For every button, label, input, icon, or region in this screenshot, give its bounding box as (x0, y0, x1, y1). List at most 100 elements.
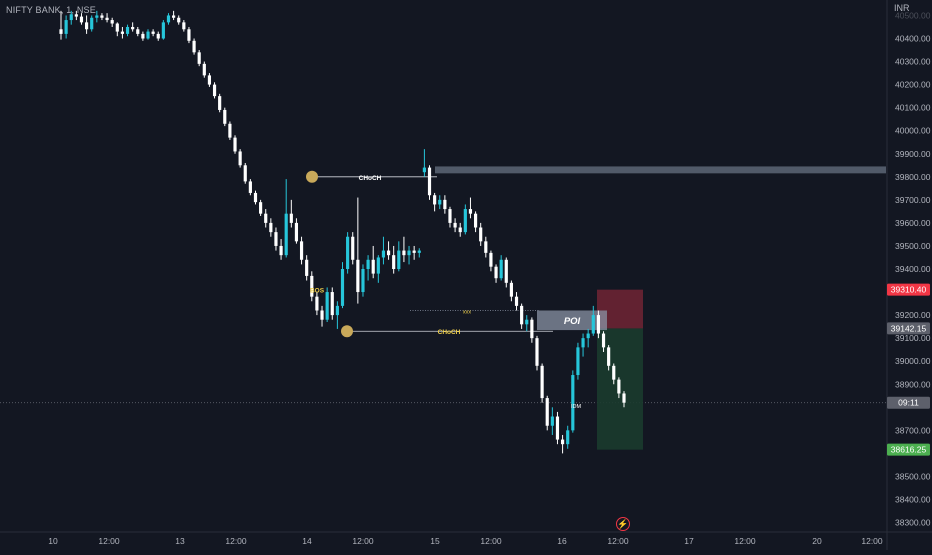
entry-price-tag (887, 322, 930, 335)
candle-body (463, 209, 467, 233)
candle-body (520, 305, 524, 325)
symbol-label[interactable]: NIFTY BANK, 1, NSE (6, 5, 96, 15)
x-tick-label: 12:00 (861, 536, 883, 546)
y-tick-label: 38500.00 (895, 471, 931, 481)
candle-body (412, 250, 416, 253)
candle-body (284, 213, 288, 256)
stop-loss-price-tag (887, 283, 930, 296)
candle-body (294, 222, 299, 242)
candle-body (407, 250, 411, 256)
x-tick-label: 12:00 (480, 536, 502, 546)
candle-body (218, 96, 222, 110)
candle-body (125, 26, 130, 34)
x-tick-label: 12:00 (225, 536, 247, 546)
candle-body (566, 430, 570, 445)
x-tick-label: 16 (557, 536, 567, 546)
candle-body (581, 338, 585, 348)
candle-body (535, 338, 539, 366)
candle-body (131, 26, 135, 30)
candle-body (305, 259, 309, 276)
candle-body (325, 292, 329, 320)
candle-body (422, 167, 426, 173)
supply-zone (435, 166, 886, 174)
candle-body (540, 365, 544, 399)
candle-body (182, 22, 186, 30)
pivot-marker-high (306, 170, 318, 183)
x-tick-label: 17 (684, 536, 694, 546)
candle-body (530, 319, 534, 339)
y-tick-label: 39900.00 (895, 149, 931, 159)
candle-body (596, 315, 600, 334)
xxx-label: xxx (463, 309, 472, 315)
candle-body (340, 269, 345, 306)
candle-body (453, 222, 457, 228)
candle-body (468, 209, 473, 214)
candle-body (315, 296, 319, 311)
candle-body (187, 29, 191, 41)
candle-body (253, 192, 258, 203)
candle-body (545, 398, 549, 426)
candle-body (494, 266, 498, 279)
candle-body (259, 202, 263, 214)
x-tick-label: 13 (175, 536, 185, 546)
candle-body (146, 31, 150, 39)
target-price-text: 38616.25 (891, 445, 927, 455)
x-tick-label: 12:00 (98, 536, 120, 546)
candle-body (279, 245, 283, 256)
candle-body (115, 23, 119, 32)
y-tick-label: 40000.00 (895, 126, 931, 136)
candle-body (192, 40, 196, 53)
candle-body (238, 151, 242, 166)
y-tick-label: 38700.00 (895, 425, 931, 435)
candle-body (392, 255, 396, 269)
poi-label: POI (564, 316, 581, 327)
y-tick-label: 39400.00 (895, 264, 931, 274)
candle-body (166, 15, 171, 23)
x-tick-label: 14 (302, 536, 312, 546)
poi-zone (537, 310, 607, 331)
y-tick-label: 39600.00 (895, 218, 931, 228)
candle-body (207, 75, 212, 85)
candle-body (248, 181, 252, 193)
candle-body (233, 137, 237, 152)
candle-body (601, 333, 606, 348)
candle-body (586, 333, 590, 339)
candle-body (366, 259, 370, 269)
candle-body (514, 296, 519, 306)
candle-body (69, 14, 73, 21)
y-tick-label: 38300.00 (895, 518, 931, 528)
candle-body (499, 259, 503, 279)
idm-label: IDM (571, 404, 582, 410)
lightning-icon[interactable]: ⚡ (616, 517, 630, 531)
candle-body (458, 227, 462, 233)
candle-body (473, 213, 478, 228)
candle-body (330, 292, 334, 316)
candle-body (197, 52, 201, 64)
y-tick-label: 39800.00 (895, 172, 931, 182)
y-tick-label: 40200.00 (895, 80, 931, 90)
candle-body (310, 275, 314, 297)
candle-body (376, 257, 380, 274)
candle-body (381, 250, 386, 258)
candle-body (504, 259, 508, 283)
candle-body (509, 282, 513, 297)
candle-body (156, 33, 160, 39)
candle-body (64, 20, 68, 34)
candle-body (484, 241, 488, 253)
candle-body (555, 416, 560, 440)
x-tick-label: 12:00 (352, 536, 374, 546)
candle-body (74, 14, 78, 17)
candle-body (550, 416, 554, 426)
candle-body (617, 379, 621, 394)
y-tick-label: 40400.00 (895, 34, 931, 44)
y-tick-label: 40100.00 (895, 103, 931, 113)
candle-body (320, 310, 324, 320)
candle-body (346, 236, 350, 269)
candle-body (351, 236, 355, 260)
y-tick-label: 40300.00 (895, 57, 931, 67)
candle-body (479, 227, 483, 242)
y-tick-label: 39200.00 (895, 310, 931, 320)
countdown-text: 09:11 (898, 398, 919, 408)
